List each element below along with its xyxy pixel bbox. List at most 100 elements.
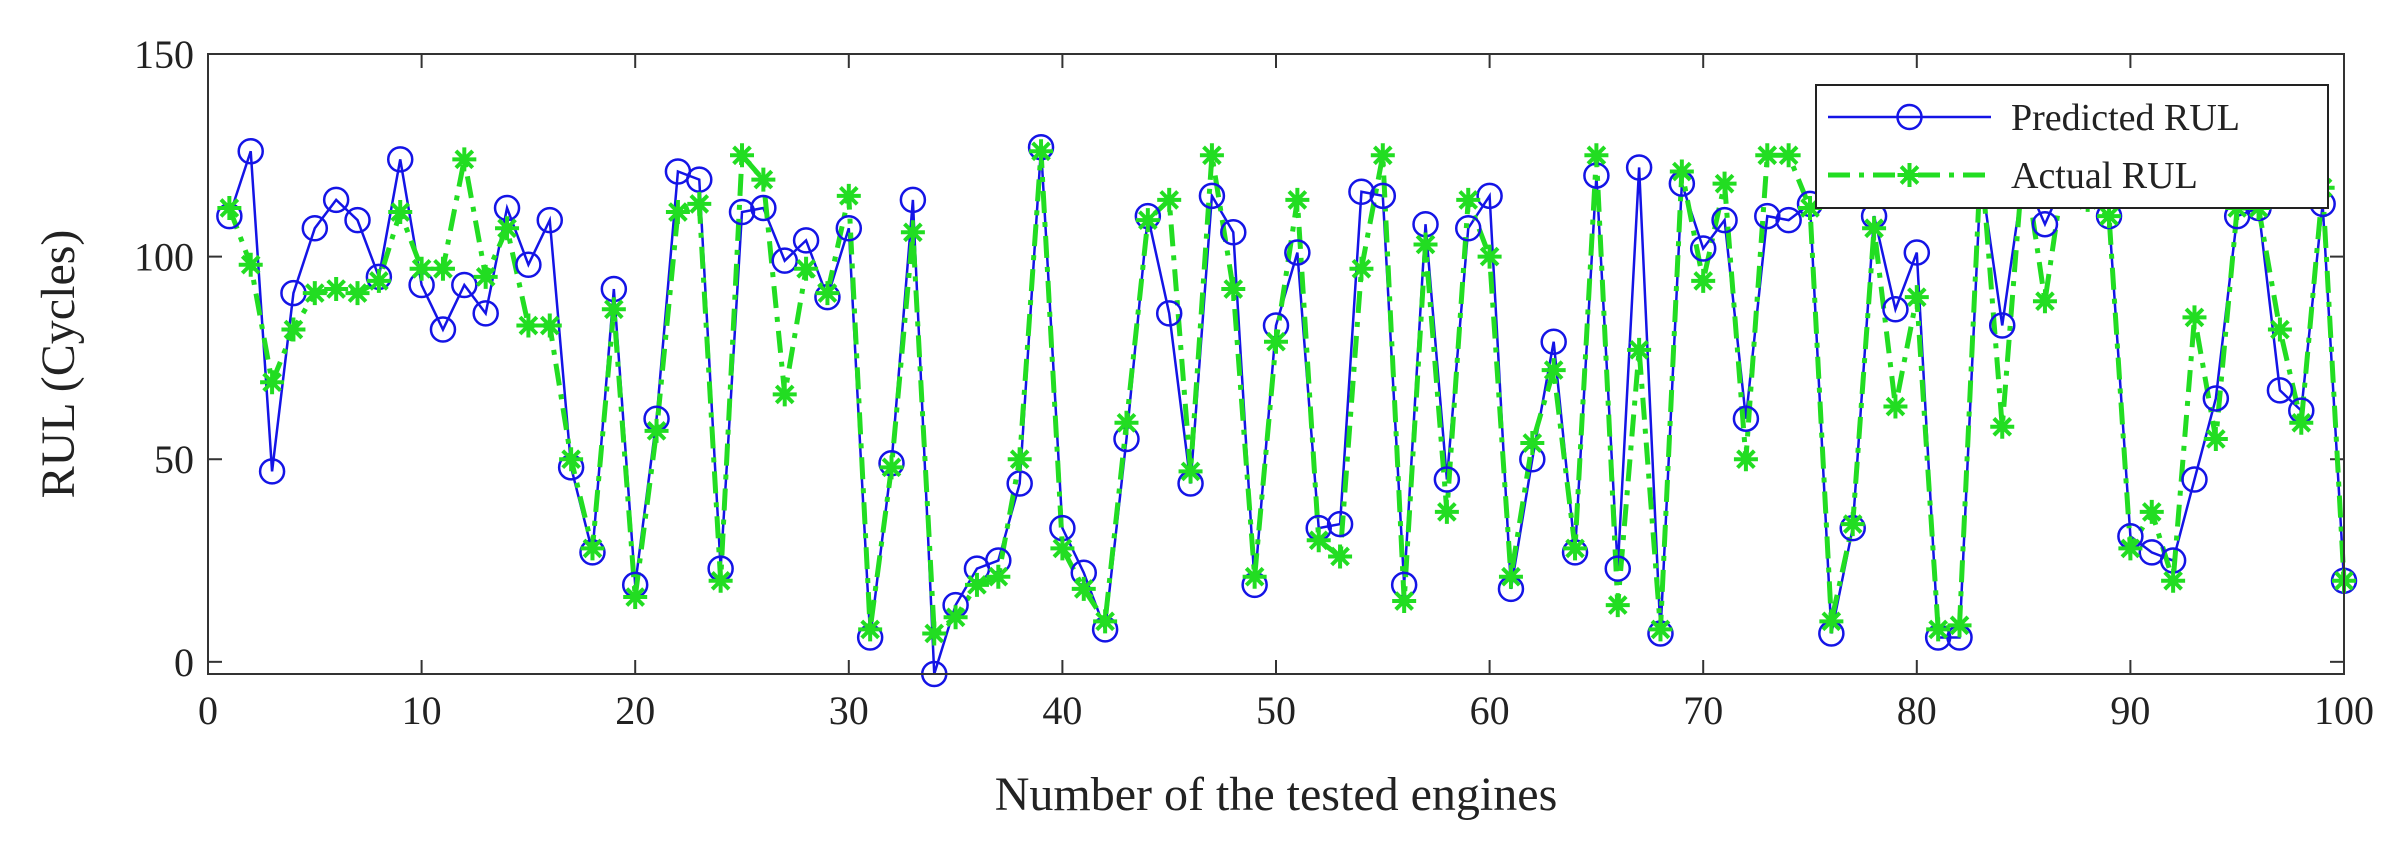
point [1454,214,1482,242]
point [2161,568,2186,593]
point [322,186,350,214]
point [1285,187,1310,212]
point [1711,206,1738,234]
point [2202,385,2230,412]
point [472,300,499,327]
point [1326,510,1354,538]
point [1369,182,1397,210]
point [1712,171,1737,196]
point [1029,139,1054,164]
point [601,297,626,322]
x-tick-label: 40 [1042,688,1082,733]
x-tick-label: 10 [402,688,442,733]
point [451,271,478,299]
point [1477,244,1502,269]
point [1476,182,1503,210]
y-tick-label: 150 [134,32,194,77]
point [1733,447,1758,472]
point [623,585,648,610]
point [2267,317,2292,342]
point [730,143,754,168]
point [899,186,927,214]
point [1456,187,1481,212]
point [1689,235,1717,262]
point [1135,208,1160,233]
point [1625,154,1653,181]
point [986,564,1011,589]
point [1883,394,1908,419]
point [281,317,306,342]
legend-marker [1896,103,1923,131]
point [388,200,413,225]
point [879,455,904,480]
point [515,251,542,278]
point [516,313,541,338]
point [1798,195,1822,220]
point [1990,414,2015,439]
x-tick-label: 70 [1683,688,1723,733]
point [1540,328,1567,355]
point [495,216,520,241]
point [430,256,455,281]
point [1198,182,1226,210]
point [1732,405,1760,432]
point [324,277,349,302]
point [1433,466,1461,493]
point [1264,329,1288,354]
point [2031,210,2059,238]
point [536,206,564,234]
legend-marker [1897,163,1922,187]
point [836,183,861,208]
point [366,268,391,293]
legend-label: Predicted RUL [2011,97,2240,139]
point [686,166,713,193]
point [1392,589,1417,614]
point [260,370,285,395]
point [1093,609,1118,634]
point [238,252,263,277]
point [344,206,371,234]
point [302,281,327,306]
point [1755,143,1780,168]
legend-label: Actual RUL [2011,155,2198,197]
point [1776,143,1801,168]
point [2289,410,2314,435]
point [580,536,605,561]
point [1050,536,1075,561]
point [1370,143,1395,168]
x-tick-label: 90 [2110,688,2150,733]
point [2182,305,2207,330]
point [1328,544,1353,569]
point [1840,512,1865,537]
x-tick-label: 20 [615,688,655,733]
x-tick-label: 60 [1470,688,1510,733]
point [943,605,968,630]
point [473,264,498,289]
point [258,458,286,485]
point [964,572,989,597]
point [750,194,777,222]
point [708,568,733,593]
point [794,256,819,281]
point [2266,377,2294,404]
point [237,138,264,165]
point [815,281,840,306]
point [687,191,712,216]
point [858,617,883,642]
point [1071,576,1096,601]
point [1947,613,1972,638]
y-tick-label: 100 [134,235,194,280]
axes-box [207,53,2345,675]
point [1862,216,1887,241]
point [1114,410,1139,435]
point [771,247,798,274]
x-tick-label: 30 [829,688,869,733]
point [1006,470,1033,497]
point [559,447,584,472]
point [1498,564,1523,589]
point [1220,219,1247,246]
point [1520,431,1545,456]
point [1348,178,1375,206]
